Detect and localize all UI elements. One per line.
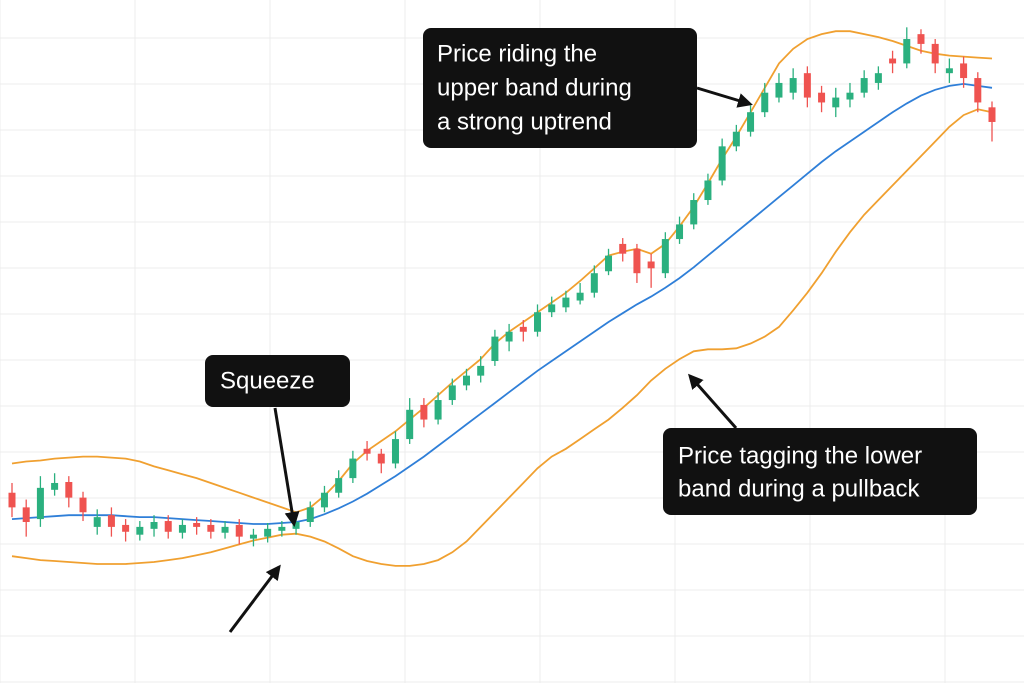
candle-body (320, 492, 328, 508)
candle-body (51, 482, 59, 490)
arrow (228, 564, 281, 633)
candle-body (718, 146, 726, 181)
candle-body (107, 515, 115, 527)
candle-body (249, 534, 257, 539)
candle-body (391, 439, 399, 464)
candle-body (377, 453, 385, 464)
candle-body (264, 528, 272, 537)
candle-body (235, 524, 243, 537)
annotation-text: Price riding the (437, 40, 597, 67)
annotation-text: a strong uptrend (437, 108, 612, 135)
annotation-box (423, 28, 697, 148)
annotation-text: Price tagging the lower (678, 442, 922, 469)
candle-body (363, 448, 371, 454)
candle-body (193, 522, 201, 527)
candle-body (462, 375, 470, 386)
candle-body (505, 331, 513, 342)
annotation-box (205, 355, 350, 407)
candle-body (832, 97, 840, 108)
candle-body (65, 482, 73, 498)
candle-body (917, 34, 925, 44)
candle-body (761, 92, 769, 113)
candle-body (874, 73, 882, 83)
candle-body (647, 261, 655, 269)
candle-body (747, 112, 755, 132)
candle-body (477, 365, 485, 376)
annotation-text: band during a pullback (678, 475, 921, 502)
arrow (688, 373, 738, 429)
candle-body (690, 200, 698, 225)
candle-body (420, 404, 428, 420)
candle-body (974, 78, 982, 103)
annotation-box (663, 428, 977, 515)
candle-body (661, 239, 669, 274)
candle-body (79, 497, 87, 513)
candle-body (36, 487, 44, 520)
candle-body (988, 107, 996, 122)
candle-body (846, 92, 854, 100)
annotation-text: Squeeze (220, 367, 315, 394)
candle-body (562, 297, 570, 308)
candle-body (732, 131, 740, 147)
candle-body (903, 39, 911, 64)
bands (11, 30, 993, 567)
candles (8, 27, 996, 547)
candle-body (590, 273, 598, 293)
candle-body (534, 312, 542, 332)
candle-body (306, 507, 314, 523)
band-line (11, 30, 993, 514)
candle-body (349, 458, 357, 479)
candle-body (789, 78, 797, 93)
candle-body (164, 521, 172, 532)
candle-body (448, 385, 456, 401)
candle-body (207, 524, 215, 532)
candle-body (576, 292, 584, 301)
candle-body (22, 507, 30, 523)
arrow (696, 86, 753, 108)
candle-body (406, 409, 414, 440)
candle-body (676, 224, 684, 240)
candle-body (945, 68, 953, 74)
candle-body (122, 524, 130, 532)
candle-body (960, 63, 968, 79)
annotations: Price riding the upper band during a stron… (205, 28, 977, 633)
band-line (11, 82, 993, 525)
candle-body (548, 304, 556, 313)
candle-body (633, 248, 641, 274)
candle-body (150, 522, 158, 529)
candle-body (519, 326, 527, 332)
candle-body (491, 336, 499, 362)
candle-body (818, 92, 826, 103)
candle-body (889, 58, 897, 64)
candle-body (860, 78, 868, 93)
arrow (273, 407, 300, 527)
candle-body (619, 243, 627, 254)
candle-body (931, 43, 939, 64)
candle-body (605, 255, 613, 272)
candle-body (704, 180, 712, 201)
annotation-text: upper band during (437, 74, 632, 101)
candle-body (775, 82, 783, 98)
band-line (11, 108, 993, 567)
candle-body (803, 73, 811, 98)
candle-body (335, 478, 343, 493)
candle-body (93, 517, 101, 527)
candle-body (434, 400, 442, 420)
candle-body (221, 526, 229, 533)
candle-body (278, 526, 286, 531)
candle-body (8, 492, 16, 508)
candle-body (178, 524, 186, 533)
candle-body (136, 526, 144, 535)
